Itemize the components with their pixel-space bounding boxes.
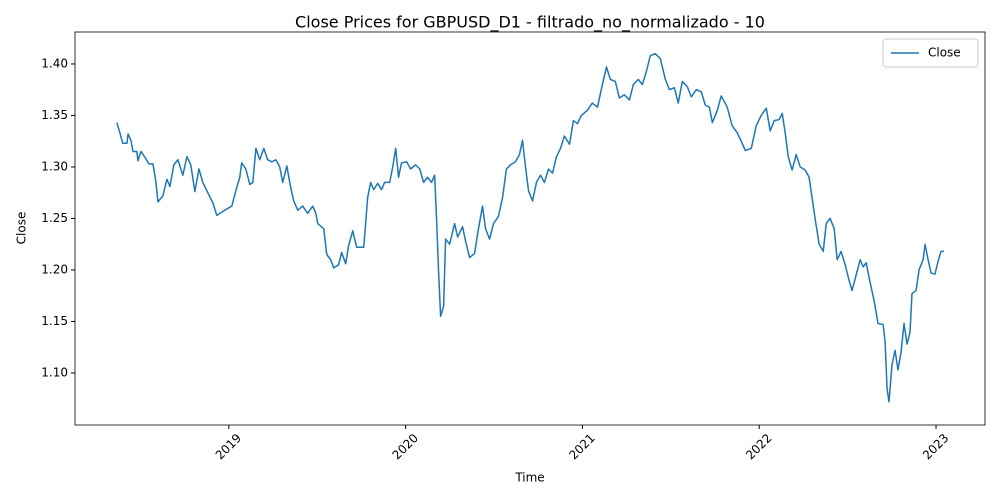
y-tick-label: 1.10 (41, 365, 68, 379)
plot-frame (74, 31, 986, 426)
y-axis-label: Close (15, 212, 29, 245)
y-tick-label: 1.15 (41, 314, 68, 328)
y-tick-label: 1.35 (41, 108, 68, 122)
legend-label: Close (928, 46, 961, 60)
y-tick-label: 1.25 (41, 211, 68, 225)
y-tick-label: 1.40 (41, 56, 68, 70)
y-tick-label: 1.30 (41, 159, 68, 173)
chart-title: Close Prices for GBPUSD_D1 - filtrado_no… (295, 13, 765, 33)
x-axis-label: Time (514, 471, 544, 485)
series-line (116, 52, 944, 403)
y-tick-label: 1.20 (41, 262, 68, 276)
legend-box (882, 38, 979, 68)
